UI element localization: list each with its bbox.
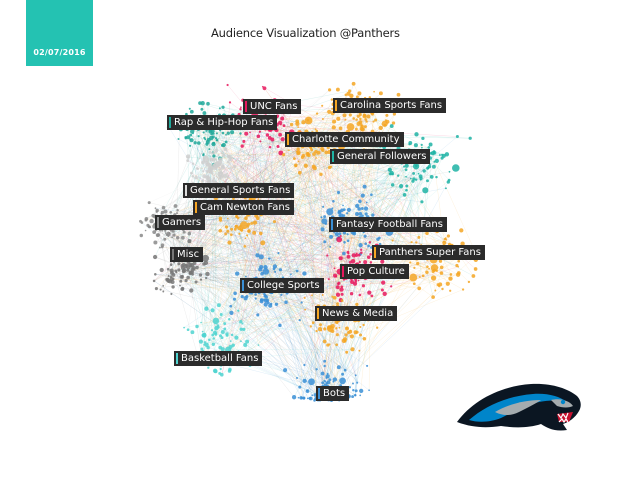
cluster-label-general-sports: General Sports Fans xyxy=(183,183,295,198)
cluster-label-charlotte: Charlotte Community xyxy=(285,132,404,147)
cluster-label-carolina-sports: Carolina Sports Fans xyxy=(333,98,447,113)
cluster-label-general-followers: General Followers xyxy=(330,149,431,164)
cluster-label-college-sports: College Sports xyxy=(240,278,324,293)
cluster-label-fantasy-football: Fantasy Football Fans xyxy=(329,217,447,232)
cluster-label-news-media: News & Media xyxy=(315,306,398,321)
date-badge: 02/07/2016 xyxy=(26,0,93,66)
page-title: Audience Visualization @Panthers xyxy=(211,26,400,40)
cluster-label-rap-hiphop: Rap & Hip-Hop Fans xyxy=(167,115,278,130)
cluster-label-pop-culture: Pop Culture xyxy=(340,264,409,279)
cluster-label-unc: UNC Fans xyxy=(243,99,302,114)
carolina-panthers-logo xyxy=(457,383,581,431)
cluster-label-cam-newton: Cam Newton Fans xyxy=(193,200,294,215)
cluster-label-bots: Bots xyxy=(316,386,350,401)
cluster-label-gamers: Gamers xyxy=(155,215,206,230)
date-text: 02/07/2016 xyxy=(33,48,86,57)
cluster-label-basketball: Basketball Fans xyxy=(174,351,263,366)
cluster-label-misc: Misc xyxy=(170,247,204,262)
cluster-label-panthers-super: Panthers Super Fans xyxy=(372,245,485,260)
